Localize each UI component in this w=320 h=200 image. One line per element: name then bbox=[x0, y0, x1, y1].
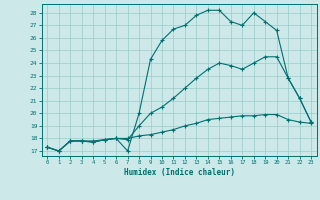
X-axis label: Humidex (Indice chaleur): Humidex (Indice chaleur) bbox=[124, 168, 235, 177]
